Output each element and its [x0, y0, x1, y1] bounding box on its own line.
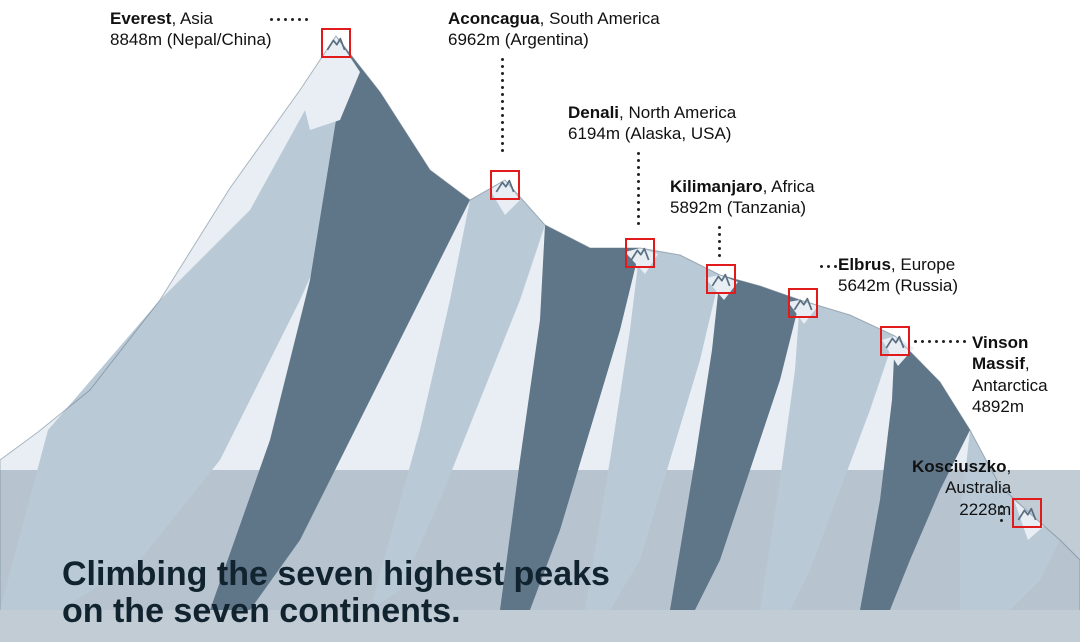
peak-subline: 5642m (Russia) — [838, 275, 958, 296]
kilimanjaro-marker — [706, 264, 736, 294]
peak-name-2: Massif — [972, 354, 1025, 373]
elbrus-leader-dots — [820, 265, 837, 268]
peak-continent: , North America — [619, 103, 736, 122]
infographic-title: Climbing the seven highest peaks on the … — [62, 556, 610, 631]
peak-continent: , Europe — [891, 255, 955, 274]
elbrus-marker — [788, 288, 818, 318]
peak-subline: 5892m (Tanzania) — [670, 197, 815, 218]
peak-name: Vinson — [972, 333, 1028, 352]
peak-subline: 6962m (Argentina) — [448, 29, 660, 50]
aconcagua-label: Aconcagua, South America6962m (Argentina… — [448, 8, 660, 51]
peak-name: Kilimanjaro — [670, 177, 763, 196]
title-line-1: Climbing the seven highest peaks — [62, 555, 610, 593]
peak-subline: 8848m (Nepal/China) — [110, 29, 272, 50]
peak-name: Denali — [568, 103, 619, 122]
mountain-range-illustration — [0, 0, 1080, 642]
denali-marker — [625, 238, 655, 268]
everest-marker — [321, 28, 351, 58]
denali-leader-dots — [637, 152, 640, 225]
peak-name: Kosciuszko — [912, 457, 1006, 476]
peak-subline: 2228m — [912, 499, 1011, 520]
peak-name: Aconcagua — [448, 9, 540, 28]
elbrus-label: Elbrus, Europe5642m (Russia) — [838, 254, 958, 297]
peak-continent: , — [1025, 354, 1030, 373]
aconcagua-leader-dots — [501, 58, 504, 152]
peak-name: Elbrus — [838, 255, 891, 274]
kosciuszko-marker — [1012, 498, 1042, 528]
everest-label: Everest, Asia8848m (Nepal/China) — [110, 8, 272, 51]
denali-label: Denali, North America6194m (Alaska, USA) — [568, 102, 736, 145]
peak-subline: 6194m (Alaska, USA) — [568, 123, 736, 144]
everest-leader-dots — [270, 18, 308, 21]
kosciuszko-label: Kosciuszko,Australia2228m — [912, 456, 1011, 520]
vinson-marker — [880, 326, 910, 356]
peak-continent-val: Antarctica — [972, 376, 1048, 395]
vinson-label: Vinson Massif, Antarctica4892m — [972, 332, 1048, 417]
aconcagua-marker — [490, 170, 520, 200]
peak-name: Everest — [110, 9, 171, 28]
title-line-2: on the seven continents. — [62, 592, 461, 630]
peak-continent: , South America — [540, 9, 660, 28]
kilimanjaro-label: Kilimanjaro, Africa5892m (Tanzania) — [670, 176, 815, 219]
peak-continent: , Asia — [171, 9, 213, 28]
vinson-leader-dots — [914, 340, 966, 343]
peak-continent: , Africa — [763, 177, 815, 196]
kilimanjaro-leader-dots — [718, 226, 721, 257]
peak-continent: Australia — [945, 478, 1011, 497]
peak-subline: 4892m — [972, 396, 1048, 417]
